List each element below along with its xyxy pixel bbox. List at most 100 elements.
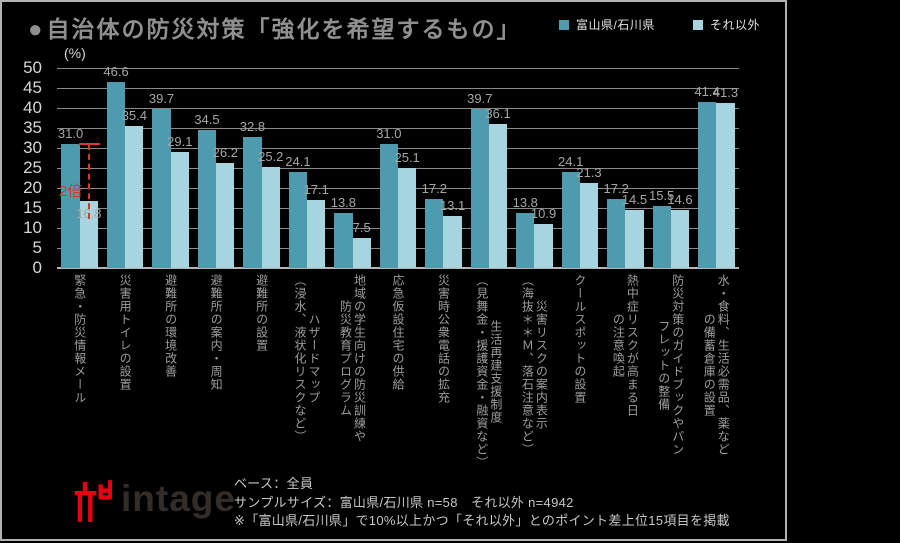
category-label-text: 防災対策のガイドブックやパン フレットの整備 xyxy=(656,274,685,456)
intage-logo: intage xyxy=(72,476,236,526)
x-axis-line xyxy=(57,267,739,269)
category-label-text: 緊急・防災情報メール xyxy=(72,274,87,404)
bar-sonota-igai-1 xyxy=(125,126,144,268)
y-axis-unit-label: (%) xyxy=(64,45,86,61)
bar-toyama-ishikawa-0 xyxy=(61,144,80,268)
page-title: ●自治体の防災対策「強化を希望するもの」 xyxy=(28,10,522,44)
category-label: 生活再建支援制度 （見舞金・援護資金・融資など） xyxy=(466,274,511,469)
category-label: 緊急・防災情報メール xyxy=(57,274,102,404)
value-label: 39.7 xyxy=(467,91,493,107)
value-label: 31.0 xyxy=(57,126,84,141)
value-label: 25.2 xyxy=(258,149,284,165)
value-label: 29.1 xyxy=(167,133,193,149)
legend-item-others: それ以外 xyxy=(693,16,760,33)
category-label-text: 災害用トイレの設置 xyxy=(118,274,133,391)
bar-sonota-igai-3 xyxy=(216,163,235,268)
footer-base-line: ベース：全員 xyxy=(234,476,314,491)
bar-toyama-ishikawa-9 xyxy=(470,109,489,268)
category-label: 熱中症リスクが高まる日 の注意喚起 xyxy=(603,274,648,417)
bar-sonota-igai-7 xyxy=(398,167,417,268)
bar-sonota-igai-6 xyxy=(352,238,371,268)
category-label: 避難所の案内・周知 xyxy=(193,274,238,391)
category-label: 防災対策のガイドブックやパン フレットの整備 xyxy=(648,274,693,456)
bar-toyama-ishikawa-13 xyxy=(652,206,671,268)
value-label: 39.7 xyxy=(148,91,175,107)
bar-toyama-ishikawa-6 xyxy=(334,212,353,268)
bar-toyama-ishikawa-1 xyxy=(106,81,126,268)
category-label: 応急仮設住宅の供給 xyxy=(375,274,420,391)
intage-logo-mark-icon xyxy=(74,480,112,522)
bar-sonota-igai-5 xyxy=(307,199,326,268)
bar-sonota-igai-0 xyxy=(79,200,99,268)
bar-sonota-igai-13 xyxy=(670,209,690,268)
legend-label: 富山県/石川県 xyxy=(576,18,655,32)
category-label: 地域の学生向けの防災訓練や 防災教育プログラム xyxy=(330,274,375,443)
annotation-label: 2倍 xyxy=(59,182,83,200)
value-label: 17.1 xyxy=(303,181,329,197)
y-tick-label: 45 xyxy=(23,78,42,97)
value-label: 26.2 xyxy=(212,145,238,161)
gridline xyxy=(57,107,739,109)
category-label-text: 熱中症リスクが高まる日 の注意喚起 xyxy=(611,274,640,417)
footer-criteria-line: ※「富山県/石川県」で10%以上かつ「それ以外」とのポイント差上位15項目を掲載 xyxy=(234,513,730,528)
value-label: 24.1 xyxy=(558,153,584,169)
bar-toyama-ishikawa-2 xyxy=(152,109,171,268)
gridline xyxy=(57,127,739,129)
bar-sonota-igai-12 xyxy=(625,210,644,268)
value-label: 41.3 xyxy=(712,84,739,100)
y-tick-label: 0 xyxy=(32,258,42,277)
value-label: 41.4 xyxy=(694,84,720,100)
category-label-text: 避難所の案内・周知 xyxy=(209,274,224,391)
value-label: 32.8 xyxy=(239,118,266,134)
bar-sonota-igai-4 xyxy=(261,167,280,268)
category-label: 災害リスクの案内表示 （海抜＊＊Ｍ、落石注意など） xyxy=(512,274,557,456)
bar-toyama-ishikawa-4 xyxy=(243,136,262,268)
category-label-text: 応急仮設住宅の供給 xyxy=(390,274,405,391)
category-label-text: クールスポットの設置 xyxy=(572,274,587,404)
category-label-text: 地域の学生向けの防災訓練や 防災教育プログラム xyxy=(338,274,367,443)
value-label: 15.5 xyxy=(648,188,675,203)
category-label-text: 災害リスクの案内表示 （海抜＊＊Ｍ、落石注意など） xyxy=(520,274,549,456)
category-label-text: 避難所の設置 xyxy=(254,274,269,352)
value-label: 31.0 xyxy=(376,126,402,141)
y-tick-label: 10 xyxy=(23,218,42,237)
bar-toyama-ishikawa-14 xyxy=(697,102,717,268)
bar-sonota-igai-11 xyxy=(579,182,599,268)
value-label: 13.8 xyxy=(512,194,538,210)
y-tick-label: 30 xyxy=(23,138,42,157)
footer-sample-size-line: サンプルサイズ：富山県/石川県 n=58 それ以外 n=4942 xyxy=(234,494,574,510)
bar-sonota-igai-2 xyxy=(170,151,189,268)
legend-item-toyama-ishikawa: 富山県/石川県 xyxy=(559,16,655,33)
y-tick-label: 25 xyxy=(23,158,42,177)
value-label: 13.8 xyxy=(330,194,357,210)
y-tick-label: 20 xyxy=(23,178,42,197)
bar-chart: 0 5 10 15 20 25 30 35 40 45 50 (%) 31.0 46.6 39.7 34.5 3… xyxy=(2,2,789,543)
intage-logo-text: intage xyxy=(121,478,236,519)
bar-sonota-igai-10 xyxy=(534,224,553,268)
category-label-text: 災害時公衆電話の拡充 xyxy=(436,274,451,404)
gridline xyxy=(57,87,739,89)
category-label: 避難所の設置 xyxy=(239,274,284,352)
bar-toyama-ishikawa-7 xyxy=(379,144,398,268)
category-label: ハザードマップ （浸水、液状化リスクなど） xyxy=(284,274,329,443)
category-label-text: 水・食料、生活必需品、薬など の備蓄倉庫の設置 xyxy=(702,274,731,456)
footer-notes: ベース：全員 サンプルサイズ：富山県/石川県 n=58 それ以外 n=4942 … xyxy=(234,475,730,531)
value-label: 21.3 xyxy=(576,164,602,180)
value-label: 46.6 xyxy=(103,63,129,79)
value-label: 24.1 xyxy=(285,153,311,169)
value-label: 35.4 xyxy=(121,108,147,124)
category-label-text: 生活再建支援制度 （見舞金・援護資金・融資など） xyxy=(474,274,503,469)
category-label: 避難所の環境改善 xyxy=(148,274,193,378)
value-label: 36.1 xyxy=(485,105,511,121)
bar-toyama-ishikawa-8 xyxy=(425,199,444,268)
category-label-text: 避難所の環境改善 xyxy=(163,274,178,378)
value-label: 17.2 xyxy=(603,181,629,197)
value-label: 17.2 xyxy=(421,181,447,197)
bar-sonota-igai-14 xyxy=(716,102,735,268)
legend-swatch-1 xyxy=(693,19,703,30)
value-label: 14.6 xyxy=(667,191,693,207)
category-label: クールスポットの設置 xyxy=(557,274,602,404)
bar-toyama-ishikawa-11 xyxy=(561,171,580,268)
category-label-text: ハザードマップ （浸水、液状化リスクなど） xyxy=(293,274,322,443)
bar-toyama-ishikawa-3 xyxy=(197,130,217,268)
